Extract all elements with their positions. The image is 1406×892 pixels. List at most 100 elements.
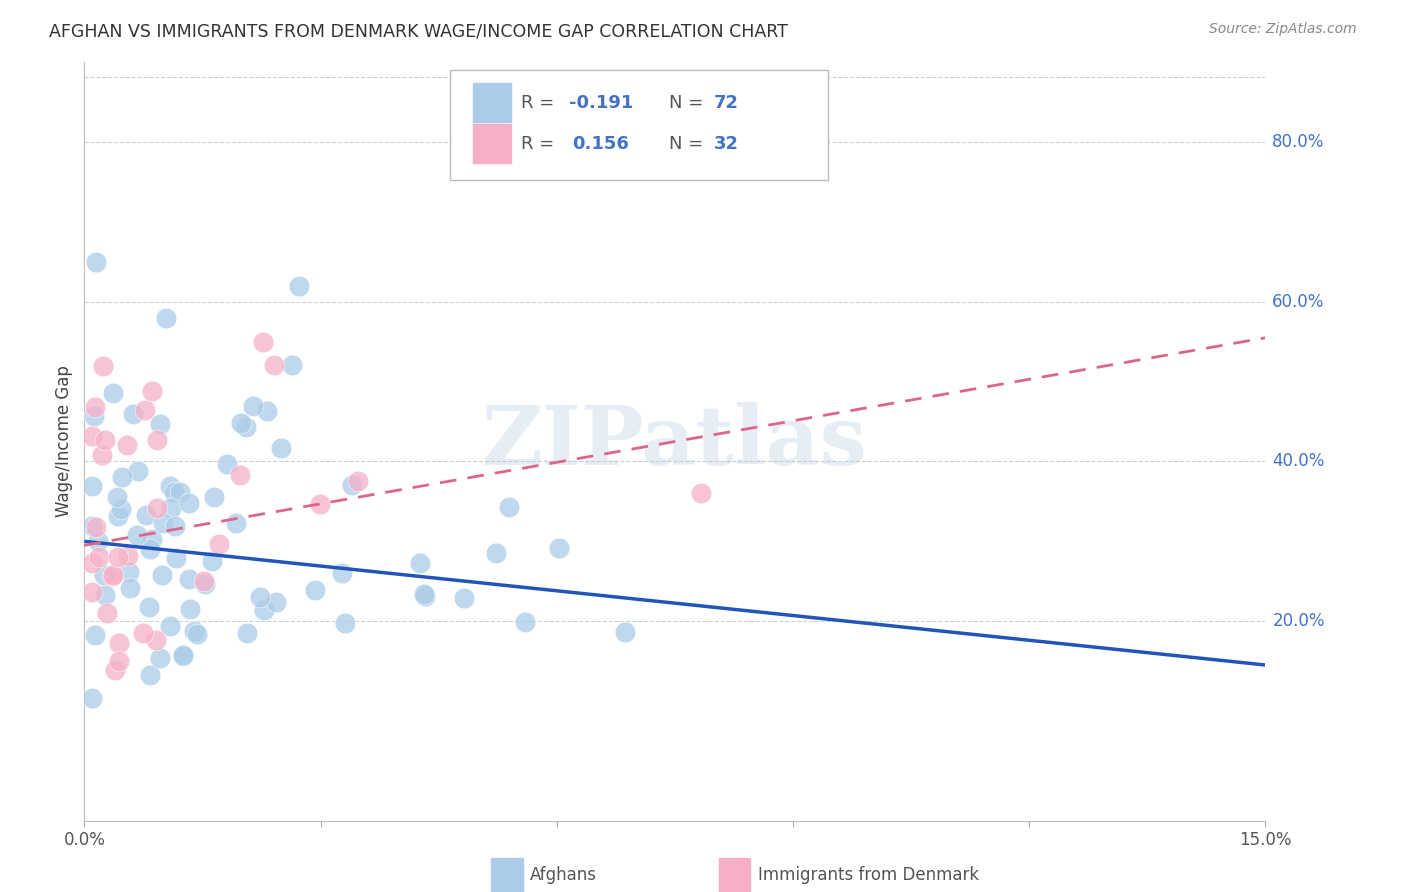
Point [82, 585, 104, 599]
Point [145, 633, 167, 648]
Point [264, 594, 287, 608]
Point [453, 591, 475, 605]
Point [215, 457, 238, 471]
Point [117, 549, 139, 563]
Point [141, 384, 163, 399]
Point [413, 589, 436, 603]
Point [193, 574, 215, 589]
Point [179, 572, 201, 586]
Point [256, 404, 278, 418]
Point [288, 279, 311, 293]
Point [249, 591, 271, 605]
Point [179, 602, 201, 616]
Point [165, 550, 187, 565]
Text: 0.156: 0.156 [572, 135, 628, 153]
Point [141, 532, 163, 546]
Point [150, 567, 173, 582]
Point [100, 568, 122, 582]
Point [252, 334, 274, 349]
Point [107, 654, 129, 668]
Text: 32: 32 [714, 135, 740, 153]
Point [84, 520, 107, 534]
Point [87, 533, 110, 548]
Point [139, 668, 162, 682]
Point [281, 358, 304, 372]
Text: N =: N = [669, 135, 709, 153]
Point [515, 615, 537, 629]
Text: Immigrants from Denmark: Immigrants from Denmark [758, 866, 979, 884]
Text: 72: 72 [714, 94, 740, 112]
Point [96, 606, 118, 620]
Point [108, 636, 131, 650]
Point [160, 500, 183, 515]
Text: -0.191: -0.191 [568, 94, 633, 112]
Y-axis label: Wage/Income Gap: Wage/Income Gap [55, 366, 73, 517]
Point [93, 568, 115, 582]
Point [105, 490, 128, 504]
Point [90, 448, 112, 462]
Point [169, 484, 191, 499]
Point [134, 403, 156, 417]
Point [84, 401, 107, 415]
Point [270, 441, 292, 455]
Point [340, 477, 363, 491]
FancyBboxPatch shape [718, 858, 751, 892]
Point [146, 500, 169, 515]
Point [179, 495, 201, 509]
Point [84, 255, 107, 269]
Text: 20.0%: 20.0% [1272, 612, 1324, 630]
Text: AFGHAN VS IMMIGRANTS FROM DENMARK WAGE/INCOME GAP CORRELATION CHART: AFGHAN VS IMMIGRANTS FROM DENMARK WAGE/I… [49, 22, 789, 40]
Text: N =: N = [669, 94, 709, 112]
Point [111, 469, 134, 483]
Point [484, 545, 506, 559]
Point [83, 409, 105, 423]
Point [138, 600, 160, 615]
Point [82, 479, 104, 493]
Point [163, 519, 186, 533]
Point [163, 484, 186, 499]
Point [115, 438, 138, 452]
Point [149, 417, 172, 431]
Point [146, 433, 169, 447]
Point [87, 549, 110, 564]
Point [107, 508, 129, 523]
Point [103, 568, 125, 582]
Point [82, 557, 104, 571]
Point [135, 508, 157, 522]
Point [82, 429, 104, 443]
Text: R =: R = [522, 135, 561, 153]
Text: Source: ZipAtlas.com: Source: ZipAtlas.com [1209, 22, 1357, 37]
FancyBboxPatch shape [472, 124, 510, 163]
FancyBboxPatch shape [450, 70, 828, 180]
Point [101, 386, 124, 401]
FancyBboxPatch shape [491, 858, 523, 892]
Point [159, 619, 181, 633]
Point [548, 541, 571, 556]
Point [94, 433, 117, 447]
Point [229, 467, 252, 482]
Point [149, 650, 172, 665]
Point [236, 625, 259, 640]
Point [82, 691, 104, 706]
Text: Afghans: Afghans [530, 866, 596, 884]
Point [120, 581, 142, 595]
FancyBboxPatch shape [472, 83, 510, 122]
Point [186, 627, 208, 641]
Text: 40.0%: 40.0% [1272, 452, 1324, 470]
Point [335, 615, 357, 630]
Point [409, 556, 432, 570]
Point [690, 486, 713, 500]
Point [84, 627, 107, 641]
Point [155, 310, 177, 325]
Point [229, 417, 252, 431]
Point [104, 663, 127, 677]
Point [235, 419, 257, 434]
Point [183, 624, 205, 638]
Point [498, 500, 520, 515]
Point [118, 566, 141, 580]
Point [413, 587, 436, 601]
Point [159, 479, 181, 493]
Point [132, 626, 155, 640]
Point [304, 583, 326, 598]
Point [93, 588, 115, 602]
